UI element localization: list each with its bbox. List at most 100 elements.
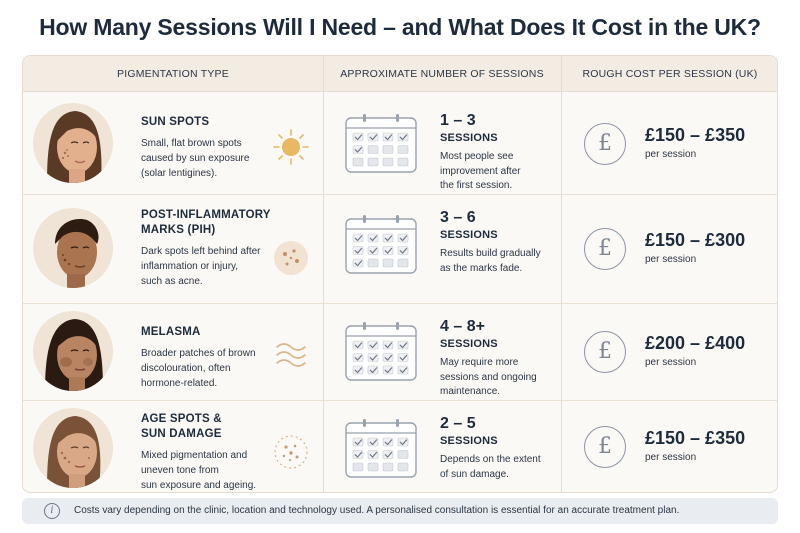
column-divider [323,56,324,492]
pigmentation-type-cell: AGE SPOTS & SUN DAMAGE Mixed pigmentatio… [141,412,291,492]
check-icon [354,439,363,446]
desc-line: Broader patches of brown [141,348,256,359]
sessions-label: SESSIONS [440,435,498,447]
calendar-day [352,132,364,142]
note-line: Most people see [440,151,514,162]
check-icon [399,367,408,374]
name-line: SUN SPOTS [141,116,210,128]
row-divider [23,194,777,195]
cost-cell: £150 – £350 per session [645,428,775,463]
calendar-day [367,145,379,154]
sessions-note: Depends on the extent of sun damage. [440,453,558,482]
pound-coin-icon: £ [584,426,626,468]
check-icon [384,247,393,254]
check-icon [384,354,393,361]
calendar-day [382,246,394,255]
info-icon: i [44,503,60,519]
check-icon [399,235,408,242]
face-illustration [33,208,113,288]
check-icon [384,367,393,374]
calendar-day [397,157,409,167]
check-icon [399,354,408,361]
pound-coin-icon: £ [584,228,626,270]
column-header-cost: ROUGH COST PER SESSION (UK) [582,68,758,80]
name-line: MELASMA [141,326,201,338]
calendar-day [352,233,364,243]
desc-line: uneven tone from [141,465,219,476]
sessions-note: May require more sessions and ongoing ma… [440,356,558,400]
check-icon [354,146,363,153]
sessions-cost-table: PIGMENTATION TYPE APPROXIMATE NUMBER OF … [22,55,778,493]
calendar-day [367,157,379,167]
disclaimer-text: Costs vary depending on the clinic, loca… [74,505,680,516]
check-icon [369,367,378,374]
pigmentation-type-name: POST-INFLAMMATORY MARKS (PIH) [141,208,291,238]
sessions-label: SESSIONS [440,132,498,144]
note-line: May require more [440,357,519,368]
note-line: improvement after [440,165,521,177]
calendar-day [352,145,364,154]
note-line: of sun damage. [440,468,509,480]
calendar-day [382,450,394,459]
sessions-note: Results build gradually as the marks fad… [440,247,558,276]
calendar-day [397,437,409,447]
check-icon [384,451,393,458]
calendar-day [352,437,364,447]
pigmentation-type-cell: MELASMA Broader patches of brown discolo… [141,325,291,391]
page-title: How Many Sessions Will I Need – and What… [39,14,761,40]
calendar-day [382,145,394,154]
table-row: MELASMA Broader patches of brown discolo… [23,303,777,400]
column-header-pigmentation-type: PIGMENTATION TYPE [117,68,229,80]
calendar-day [382,340,394,350]
calendar-day [397,365,409,375]
pigmentation-type-name: SUN SPOTS [141,115,291,130]
check-icon [399,439,408,446]
check-icon [369,354,378,361]
calendar-icon [345,215,417,274]
calendar-day [382,132,394,142]
column-divider [561,56,562,492]
calendar-day [397,246,409,255]
pigmentation-type-description: Broader patches of brown discolouration,… [141,346,291,391]
calendar-day [367,246,379,255]
check-icon [384,235,393,242]
check-icon [399,247,408,254]
calendar-day [397,450,409,459]
calendar-day [397,340,409,350]
sessions-range: 4 – 8+ [440,318,485,335]
desc-line: (solar lentigines). [141,168,218,179]
desc-line: Mixed pigmentation and [141,450,248,461]
sessions-note: Most people see improvement after the fi… [440,150,558,194]
sessions-range: 3 – 6 [440,209,476,226]
check-icon [354,342,363,349]
calendar-day [367,353,379,362]
check-icon [369,439,378,446]
calendar-day [367,462,379,472]
note-line: Results build gradually [440,248,541,259]
desc-line: hormone-related. [141,378,218,389]
pigmentation-type-description: Mixed pigmentation and uneven tone from … [141,448,291,492]
table-row: POST-INFLAMMATORY MARKS (PIH) Dark spots… [23,194,777,303]
calendar-day [397,462,409,472]
calendar-day [352,258,364,268]
calendar-day [352,353,364,362]
calendar-day [382,258,394,268]
desc-line: such as acne. [141,276,203,287]
table-header: PIGMENTATION TYPE APPROXIMATE NUMBER OF … [23,56,777,92]
note-line: sessions and ongoing [440,371,537,383]
desc-line: Small, flat brown spots [141,138,242,149]
check-icon [354,451,363,458]
desc-line: Dark spots left behind after [141,246,261,257]
name-line: SUN DAMAGE [141,428,222,440]
calendar-day [352,365,364,375]
price-unit: per session [645,149,697,160]
pigmentation-type-cell: SUN SPOTS Small, flat brown spots caused… [141,115,291,181]
pound-coin-icon: £ [584,331,626,373]
check-icon [354,260,363,267]
cost-cell: £150 – £300 per session [645,230,775,265]
calendar-day [352,340,364,350]
desc-line: inflammation or injury, [141,261,239,272]
check-icon [354,235,363,242]
sun-icon [273,129,309,165]
cost-cell: £200 – £400 per session [645,333,775,368]
